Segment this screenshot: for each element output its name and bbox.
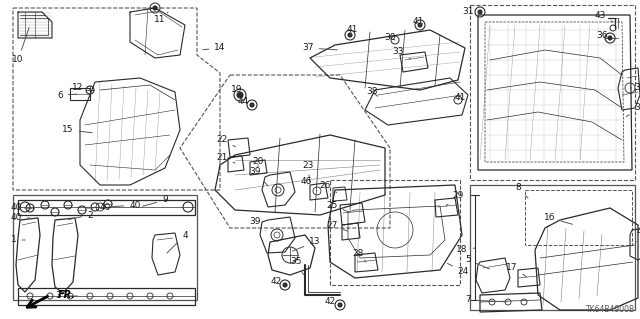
Text: 12: 12 (72, 84, 90, 93)
Text: 17: 17 (506, 263, 527, 277)
Text: 46: 46 (300, 177, 317, 191)
Text: 13: 13 (292, 238, 321, 251)
Text: 34: 34 (627, 103, 640, 116)
Text: 45: 45 (636, 227, 640, 242)
Text: 44: 44 (237, 98, 252, 107)
Text: 11: 11 (154, 12, 168, 25)
Text: 28: 28 (352, 249, 366, 262)
Text: 18: 18 (456, 246, 475, 255)
Text: 1: 1 (11, 235, 25, 244)
Text: 16: 16 (544, 213, 572, 224)
Circle shape (348, 33, 352, 37)
Circle shape (153, 6, 157, 10)
Text: 30: 30 (384, 33, 396, 42)
Text: 33: 33 (392, 48, 410, 59)
Text: 43: 43 (595, 11, 613, 22)
Text: 40: 40 (111, 201, 141, 210)
Text: 29: 29 (446, 190, 464, 206)
Text: 10: 10 (12, 28, 29, 64)
Text: 22: 22 (216, 136, 236, 147)
Text: 39: 39 (249, 167, 268, 186)
Text: 37: 37 (302, 43, 337, 53)
Text: 24: 24 (447, 263, 468, 277)
Text: 25: 25 (326, 201, 348, 212)
Text: 42: 42 (270, 278, 285, 286)
Text: FR.: FR. (58, 290, 76, 300)
Text: 3: 3 (55, 292, 77, 300)
Circle shape (283, 283, 287, 287)
Text: 36: 36 (596, 31, 608, 40)
Text: 4: 4 (167, 231, 188, 253)
Text: 27: 27 (326, 220, 348, 231)
Text: 20: 20 (252, 158, 264, 167)
Text: 42: 42 (324, 298, 340, 307)
Text: 41: 41 (412, 18, 424, 26)
Text: 26: 26 (319, 181, 337, 192)
Text: 41: 41 (346, 26, 358, 35)
Circle shape (250, 103, 254, 107)
Text: 14: 14 (203, 43, 226, 53)
Text: 21: 21 (216, 153, 235, 163)
Text: 23: 23 (302, 160, 314, 182)
Text: 15: 15 (62, 125, 92, 135)
Text: 31: 31 (462, 8, 480, 17)
Text: 32: 32 (630, 84, 640, 93)
Circle shape (338, 303, 342, 307)
Text: 40: 40 (84, 204, 111, 212)
Circle shape (608, 36, 612, 40)
Circle shape (478, 10, 482, 14)
Text: 39: 39 (249, 218, 266, 230)
Text: 19: 19 (231, 85, 243, 94)
Text: 9: 9 (143, 196, 168, 206)
Text: 41: 41 (454, 93, 466, 101)
Text: 7: 7 (465, 295, 508, 305)
Text: 35: 35 (291, 257, 303, 275)
Text: 2: 2 (68, 211, 93, 219)
Text: 6: 6 (57, 91, 77, 100)
Text: TK64B4900B: TK64B4900B (586, 305, 635, 314)
Text: 38: 38 (366, 87, 378, 97)
Text: 8: 8 (515, 183, 528, 198)
Text: 40: 40 (10, 213, 30, 222)
Text: 5: 5 (465, 256, 490, 269)
Text: 40: 40 (10, 204, 25, 212)
Circle shape (418, 23, 422, 27)
Circle shape (237, 92, 243, 98)
